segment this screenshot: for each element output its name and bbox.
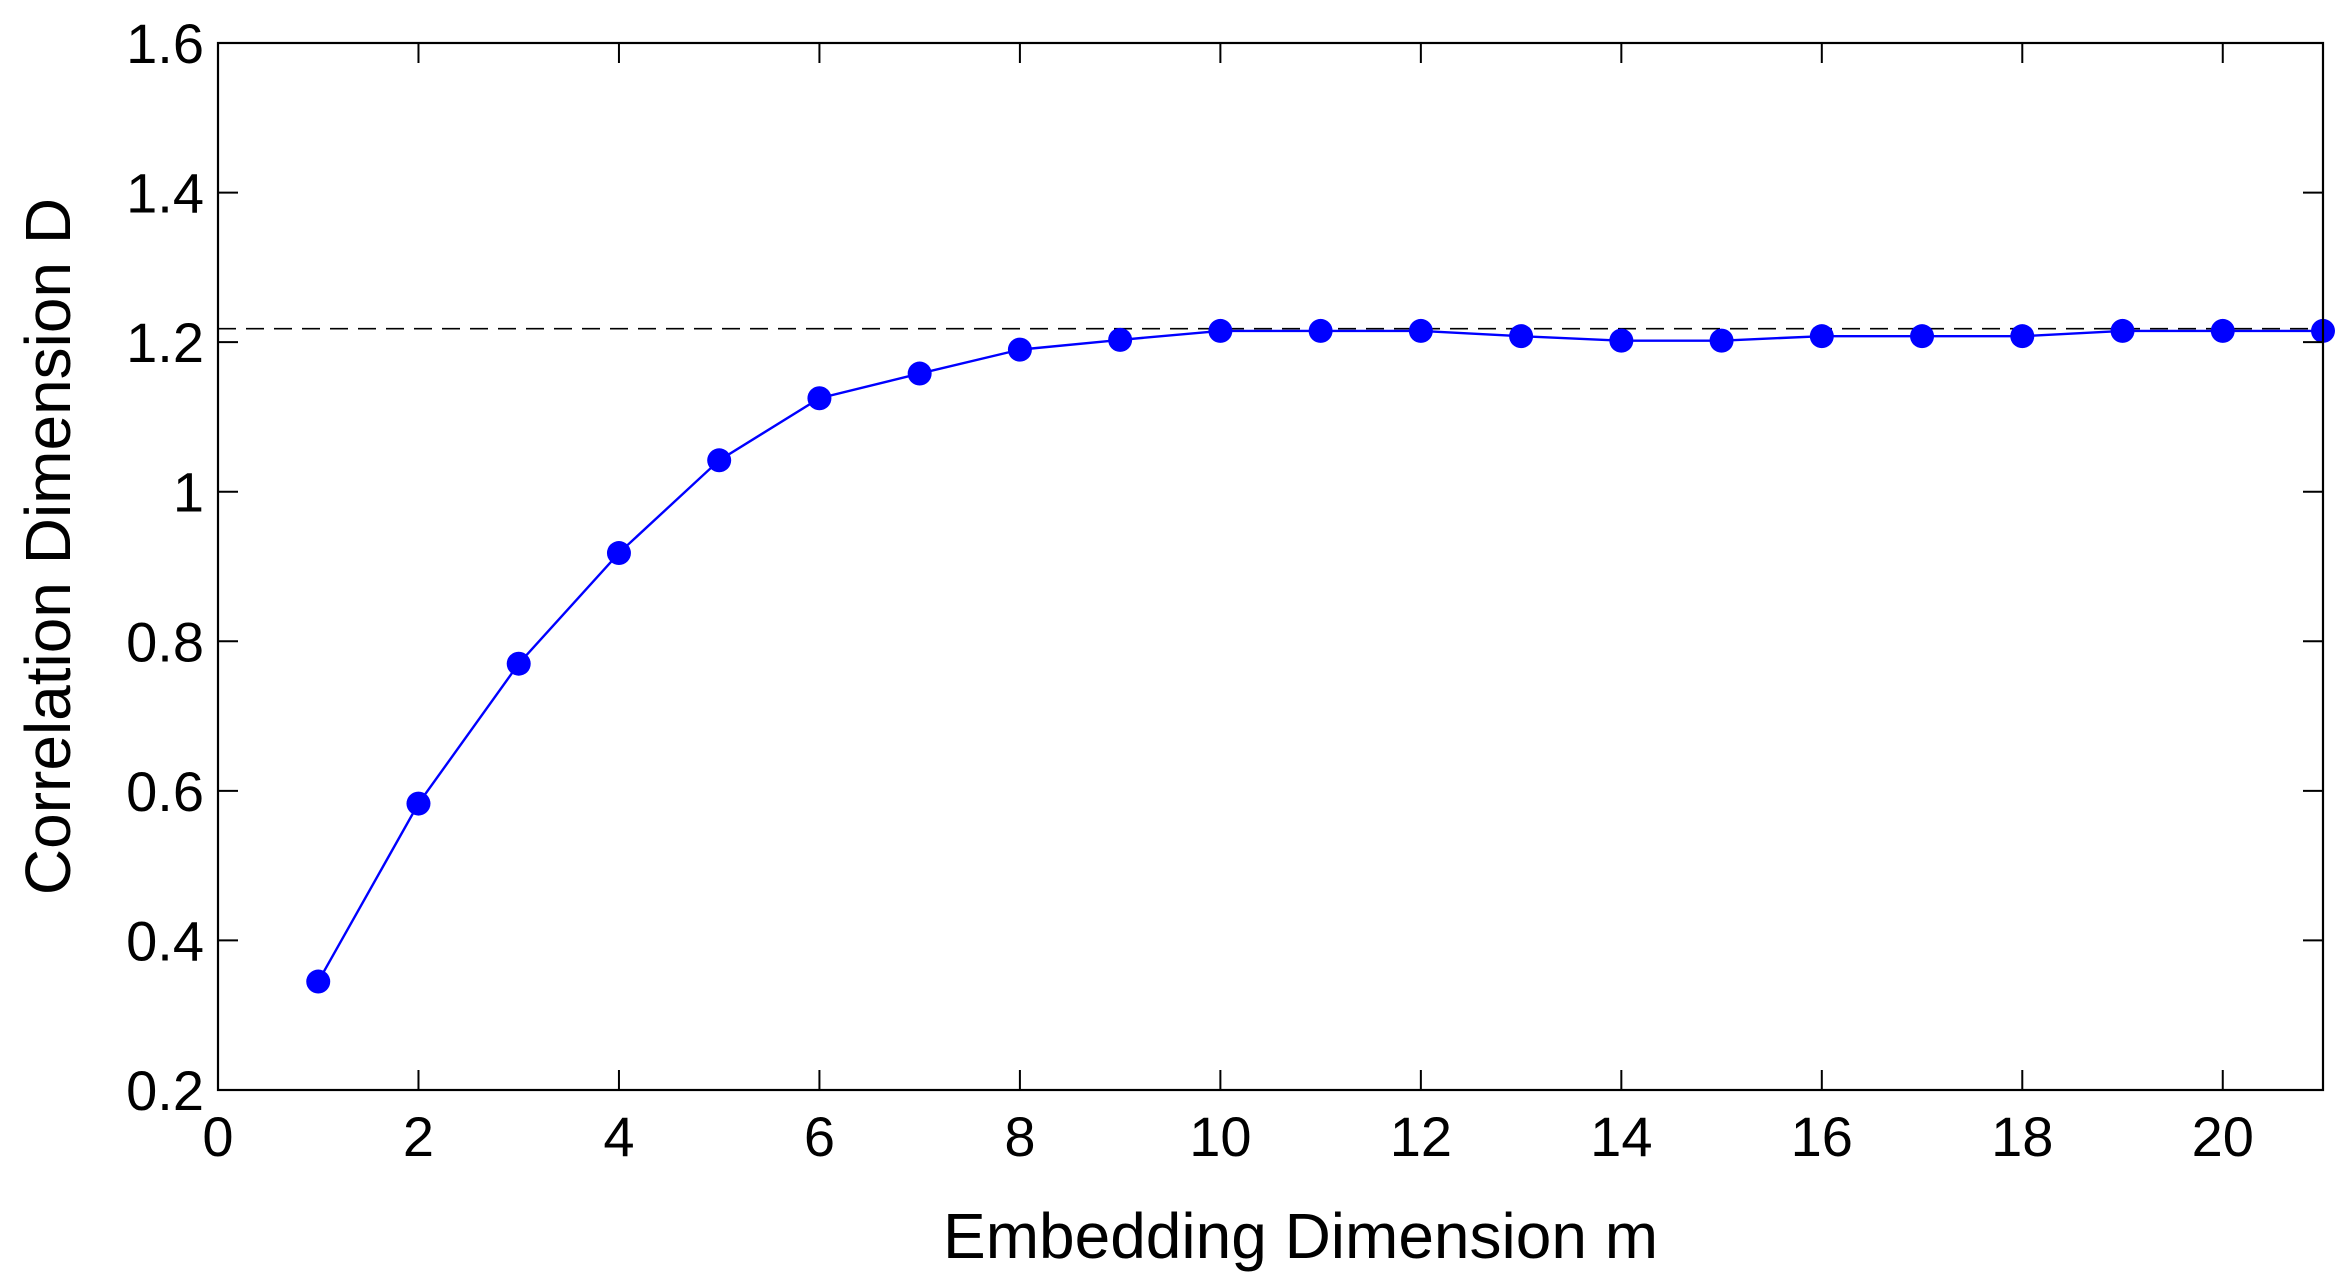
data-point [907,361,932,386]
axes-frame [216,41,2325,1092]
data-point [1809,324,1834,349]
x-tick-label: 2 [403,1105,434,1168]
x-tick-label: 18 [1991,1105,2053,1168]
x-tick-label: 8 [1004,1105,1035,1168]
x-axis-title: Embedding Dimension m [943,1200,1658,1272]
y-tick-label: 1.2 [126,311,204,374]
data-point [1408,318,1433,343]
x-tick-label: 14 [1590,1105,1652,1168]
data-point [1910,324,1935,349]
y-tick-label: 0.2 [126,1059,204,1122]
data-point [606,541,631,566]
y-tick-label: 0.8 [126,610,204,673]
data-point [1509,324,1534,349]
x-tick-label: 20 [2192,1105,2254,1168]
axes: 0 2 4 6 8 10 12 14 16 18 20 0.2 0.4 0.6 0.8 1 1.2 1.4 1.6 [126,12,2325,1168]
y-axis-title: Correlation Dimension D [12,198,84,895]
x-tick-label: 16 [1791,1105,1853,1168]
data-point [807,386,832,411]
data-point [1108,327,1133,352]
data-point [506,651,531,676]
data-point [2010,324,2035,349]
x-tick-label: 4 [603,1105,634,1168]
data-point [1007,337,1032,362]
data-point [1609,328,1634,353]
y-tick-label: 1.6 [126,12,204,75]
data-point [306,969,331,994]
y-tick-label: 1 [173,461,204,524]
data-point [2210,318,2235,343]
data-point [1208,318,1233,343]
data-point [1709,328,1734,353]
data-point [406,791,431,816]
data-point [707,448,732,473]
data-point [1308,318,1333,343]
data-point [2110,318,2135,343]
y-tick-label: 0.6 [126,760,204,823]
plot-area [218,318,2335,994]
x-tick-label: 10 [1189,1105,1251,1168]
y-tick-label: 0.4 [126,909,204,972]
x-tick-label: 0 [202,1105,233,1168]
y-tick-label: 1.4 [126,162,204,225]
x-tick-label: 6 [804,1105,835,1168]
x-tick-label: 12 [1390,1105,1452,1168]
